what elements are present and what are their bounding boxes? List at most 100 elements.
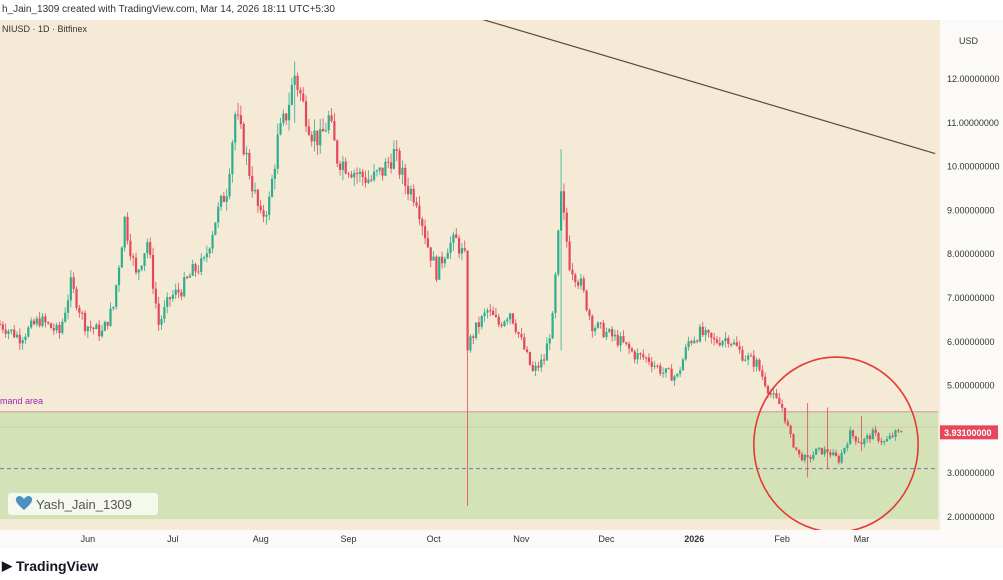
candle-body (72, 277, 75, 289)
candle-body (659, 365, 662, 374)
tradingview-logo[interactable]: ▶ TradingView (2, 558, 98, 574)
candle-body (710, 332, 713, 338)
candle-body (18, 334, 21, 344)
candle-body (616, 334, 619, 346)
candle-body (664, 368, 668, 373)
candle-body (313, 130, 316, 142)
candle-body (134, 257, 138, 273)
candle-body (647, 357, 651, 362)
candle-body (426, 238, 430, 248)
candle-body (511, 313, 515, 324)
candle-body (316, 130, 319, 146)
candle-body (338, 163, 342, 170)
candle-body (401, 167, 404, 175)
candle-body (891, 435, 894, 437)
candle-body (738, 346, 741, 350)
candle-body (183, 277, 186, 297)
candle-body (645, 357, 648, 359)
x-tick-label: Sep (341, 534, 357, 544)
candle-body (798, 449, 801, 455)
candle-body (231, 142, 234, 175)
candle-body (525, 349, 529, 353)
candle-body (630, 348, 634, 352)
candle-body (772, 393, 775, 395)
candle-body (863, 438, 866, 445)
candle-body (103, 321, 106, 331)
y-tick-label: 3.00000000 (947, 468, 995, 478)
candle-body (120, 247, 123, 268)
x-tick-label: Nov (513, 534, 530, 544)
candle-body (157, 303, 160, 325)
candle-body (7, 331, 10, 334)
candle-body (834, 452, 838, 456)
x-tick-label: 2026 (684, 534, 704, 544)
watermark: Yash_Jain_1309 (8, 493, 158, 515)
candle-body (894, 430, 897, 437)
candle-body (832, 452, 835, 456)
candle-body (194, 264, 197, 272)
candle-body (477, 322, 481, 327)
candle-body (177, 289, 180, 293)
candle-body (327, 115, 330, 131)
candle-body (523, 337, 526, 350)
time-axis (0, 530, 940, 548)
candle-body (217, 206, 220, 223)
candle-body (202, 257, 206, 259)
x-tick-label: Feb (774, 534, 790, 544)
candle-body (321, 128, 325, 132)
candle-body (489, 310, 492, 312)
candle-body (435, 256, 438, 280)
candle-body (98, 324, 101, 337)
y-tick-label: 2.00000000 (947, 512, 995, 522)
candle-body (687, 341, 690, 348)
x-tick-label: Jul (167, 534, 179, 544)
candlestick-chart[interactable]: USD 12.00000000 11.00000000 10.00000000 9.00… (0, 0, 1003, 548)
candle-body (829, 452, 832, 456)
chart-area[interactable]: USD 12.00000000 11.00000000 10.00000000 9.00… (0, 0, 1003, 548)
candle-body (302, 93, 305, 102)
candle-body (287, 104, 291, 121)
candle-body (389, 162, 393, 169)
candle-body (248, 152, 251, 176)
symbol-label: NIUSD · 1D · Bitfinex (2, 24, 88, 34)
candle-body (769, 393, 772, 395)
candle-body (854, 436, 857, 442)
candle-body (41, 316, 44, 326)
candle-body (350, 174, 353, 178)
candle-body (650, 361, 653, 367)
candle-body (265, 214, 268, 217)
candle-body (83, 312, 87, 332)
y-tick-label: 7.00000000 (947, 293, 995, 303)
candle-body (466, 250, 469, 351)
candle-body (69, 277, 72, 301)
candle-body (279, 123, 282, 135)
y-tick-label: 5.00000000 (947, 381, 995, 391)
candle-body (242, 124, 245, 155)
candle-body (200, 258, 203, 272)
candle-body (21, 339, 24, 344)
candle-body (591, 315, 594, 332)
candle-body (438, 256, 441, 280)
candle-body (52, 328, 55, 331)
candle-body (208, 248, 211, 254)
candle-body (449, 242, 452, 253)
candle-body (486, 310, 489, 313)
candle-body (752, 355, 755, 367)
candle-body (900, 430, 903, 433)
candle-body (761, 370, 764, 377)
candle-body (554, 274, 557, 313)
candle-body (747, 355, 750, 360)
candle-body (174, 289, 177, 295)
currency-label: USD (959, 36, 979, 46)
candle-body (885, 438, 889, 442)
candle-body (803, 455, 806, 461)
candle-body (86, 326, 89, 332)
candle-body (180, 292, 183, 297)
candle-body (149, 242, 152, 255)
candle-body (205, 253, 208, 258)
candle-body (421, 219, 424, 227)
candle-body (494, 315, 498, 317)
candle-body (528, 352, 532, 365)
candle-body (786, 421, 789, 426)
candle-body (676, 373, 679, 377)
